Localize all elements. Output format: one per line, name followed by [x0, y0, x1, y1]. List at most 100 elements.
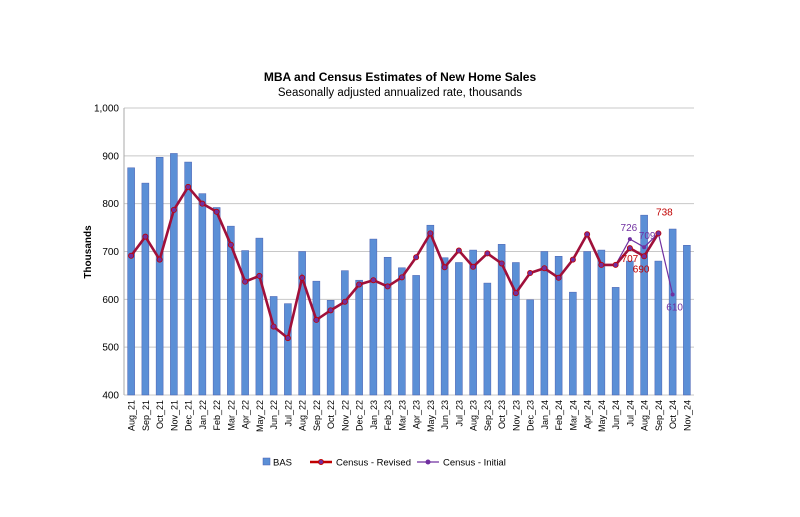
point-May_22 — [256, 272, 263, 279]
x-tick-label: Nov_24 — [682, 400, 692, 431]
point-Mar_22 — [227, 241, 234, 248]
x-tick-label: Nov_22 — [340, 400, 350, 431]
x-tick-label: Jun_23 — [440, 400, 450, 430]
x-tick-label: Mar_22 — [226, 400, 236, 431]
y-axis-label: Thousands — [83, 225, 94, 279]
point-Sep_24 — [655, 230, 662, 237]
data-label: 726 — [621, 223, 638, 234]
bar-Dec_22 — [355, 279, 363, 396]
legend-label: Census - Initial — [443, 458, 506, 469]
bar-Dec_23 — [526, 299, 534, 396]
x-tick-label: Feb_22 — [212, 400, 222, 431]
bar-Mar_23 — [398, 267, 406, 396]
bar-May_22 — [255, 237, 264, 396]
x-tick-label: May_23 — [426, 400, 436, 432]
bar-Feb_22 — [212, 207, 221, 396]
point-Jan_22 — [199, 200, 206, 207]
x-tick-label: Dec_21 — [184, 400, 194, 431]
bar-Jul_23 — [455, 262, 463, 396]
bar-May_24 — [597, 249, 606, 396]
bar-Sep_23 — [483, 282, 492, 396]
line-census-revised — [130, 184, 660, 341]
bar-Mar_24 — [569, 291, 577, 396]
point-Jul_22 — [284, 335, 291, 342]
bar-Dec_21 — [184, 161, 192, 396]
x-tick-label: Jun_22 — [269, 400, 279, 430]
y-tick-label: 800 — [102, 199, 119, 210]
bar-Nov_21 — [170, 153, 178, 396]
point-Mar_24 — [569, 256, 576, 263]
bar-Jan_24 — [540, 251, 549, 396]
point-Jun_23 — [441, 264, 448, 271]
y-tick-label: 400 — [102, 391, 119, 402]
x-tick-label: Feb_24 — [554, 400, 564, 431]
point-Nov_22 — [341, 298, 348, 305]
x-tick-label: Nov_23 — [511, 400, 521, 431]
x-tick-label: Aug_22 — [298, 400, 308, 431]
bar-Aug_23 — [469, 249, 477, 396]
x-tick-label: May_24 — [597, 400, 607, 432]
point-Mar_23 — [398, 274, 405, 281]
point-Aug_21 — [128, 252, 135, 259]
x-tick-label: Sep_22 — [312, 400, 322, 431]
point-Sep_22 — [313, 316, 320, 323]
x-tick-label: Aug_24 — [640, 400, 650, 431]
bar-Nov_22 — [341, 270, 349, 396]
bar-Apr_24 — [583, 251, 591, 396]
point-Oct_24 — [670, 292, 675, 297]
point-Aug_23 — [470, 263, 477, 270]
point-Apr_24 — [584, 231, 591, 238]
chart-subtitle: Seasonally adjusted annualized rate, tho… — [278, 87, 522, 99]
data-label: 690 — [633, 264, 650, 275]
point-Dec_21 — [185, 183, 192, 190]
bar-Aug_22 — [298, 251, 306, 396]
bar-Jan_22 — [198, 193, 207, 396]
point-Oct_22 — [327, 307, 334, 314]
legend-marker — [318, 459, 324, 465]
bar-Jul_24 — [626, 260, 634, 396]
x-tick-label: Sep_23 — [483, 400, 493, 431]
point-Oct_21 — [156, 256, 163, 263]
data-label: 738 — [656, 207, 673, 218]
point-Feb_24 — [555, 274, 562, 281]
chart-title: MBA and Census Estimates of New Home Sal… — [264, 70, 537, 84]
point-Jul_23 — [455, 247, 462, 254]
point-Dec_23 — [527, 270, 534, 277]
x-tick-label: Jun_24 — [611, 400, 621, 430]
point-May_24 — [598, 261, 605, 268]
x-tick-label: Mar_24 — [568, 400, 578, 431]
x-tick-label: May_22 — [255, 400, 265, 432]
y-tick-label: 500 — [102, 343, 119, 354]
bar-Jun_24 — [611, 287, 620, 396]
x-tick-label: Jul_23 — [454, 400, 464, 427]
x-tick-label: Nov_21 — [169, 400, 179, 431]
legend-marker — [425, 459, 431, 465]
bar-Jul_22 — [284, 303, 292, 396]
x-tick-label: Dec_23 — [526, 400, 536, 431]
x-tick-label: Jan_22 — [198, 400, 208, 430]
data-label: 709 — [639, 231, 656, 242]
point-Sep_23 — [484, 250, 491, 257]
legend-label: BAS — [273, 458, 292, 469]
point-Nov_23 — [512, 290, 519, 297]
bar-Oct_22 — [326, 300, 335, 396]
x-tick-label: Apr_22 — [241, 400, 251, 429]
x-tick-label: Dec_22 — [355, 400, 365, 431]
x-tick-label: Jul_22 — [283, 400, 293, 427]
bar-Aug_21 — [127, 167, 135, 396]
x-tick-label: Apr_24 — [583, 400, 593, 429]
point-May_23 — [427, 230, 434, 237]
x-tick-label: Apr_23 — [412, 400, 422, 429]
bar-Jan_23 — [369, 238, 378, 396]
x-tick-label: Sep_21 — [141, 400, 151, 431]
x-tick-label: Aug_21 — [127, 400, 137, 431]
point-Dec_22 — [356, 281, 363, 288]
bar-Oct_23 — [497, 244, 506, 396]
y-tick-label: 900 — [102, 151, 119, 162]
point-Aug_22 — [299, 274, 306, 281]
x-tick-label: Jul_24 — [625, 400, 635, 427]
bar-Sep_24 — [654, 260, 663, 396]
data-label: 610 — [666, 303, 683, 314]
